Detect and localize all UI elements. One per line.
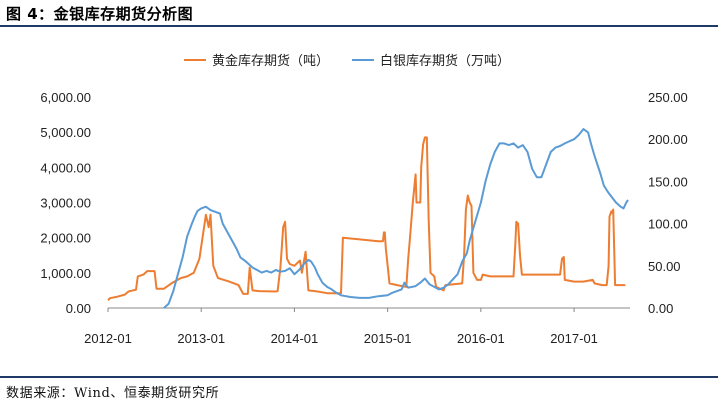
gold-legend-label: 黄金库存期货（吨）: [212, 53, 329, 69]
top-rule: [0, 25, 718, 27]
y-right-tick-label: 250.00: [648, 90, 688, 105]
y-left-tick-label: 0.00: [66, 301, 91, 316]
x-tick-label: 2016-01: [457, 331, 505, 346]
silver-series-line: [163, 128, 629, 309]
y-left-tick-label: 4,000.00: [40, 160, 91, 175]
series-lines: [107, 128, 629, 309]
legend: 黄金库存期货（吨） 白银库存期货（万吨）: [184, 53, 510, 69]
y-right-tick-label: 50.00: [648, 259, 681, 274]
figure-title: 图 4：金银库存期货分析图: [6, 5, 194, 23]
y-right-tick-label: 200.00: [648, 132, 688, 147]
y-right-tick-label: 100.00: [648, 217, 688, 232]
source-note: 数据来源：Wind、恒泰期货研究所: [6, 386, 220, 401]
y-left-tick-label: 2,000.00: [40, 231, 91, 246]
silver-legend-label: 白银库存期货（万吨）: [380, 53, 510, 69]
x-tick-label: 2012-01: [84, 331, 132, 346]
x-tick-label: 2013-01: [177, 331, 225, 346]
axes: 0.00 1,000.00 2,000.00 3,000.00 4,000.00 5,00…: [40, 90, 687, 346]
x-tick-label: 2014-01: [271, 331, 319, 346]
y-right-tick-label: 0.00: [648, 301, 673, 316]
y-left-tick-label: 6,000.00: [40, 90, 91, 105]
x-tick-label: 2017-01: [550, 331, 598, 346]
x-tick-label: 2015-01: [364, 331, 412, 346]
bottom-rule: [0, 376, 718, 378]
y-left-tick-label: 1,000.00: [40, 266, 91, 281]
y-right-tick-label: 150.00: [648, 174, 688, 189]
y-left-tick-label: 5,000.00: [40, 125, 91, 140]
gold-series-line: [107, 136, 626, 301]
y-left-tick-label: 3,000.00: [40, 196, 91, 211]
